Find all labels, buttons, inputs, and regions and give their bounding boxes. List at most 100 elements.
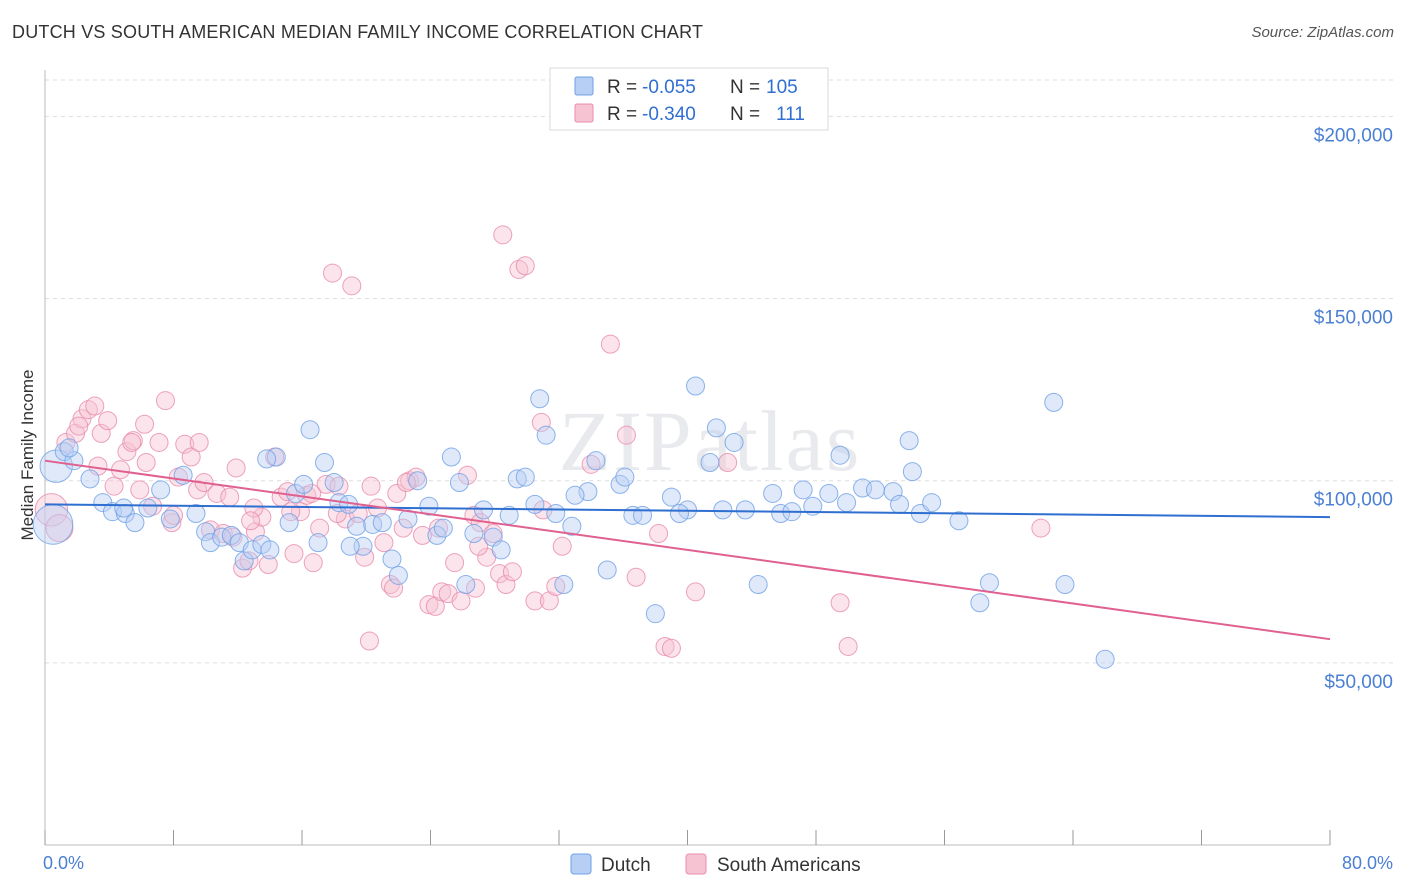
dutch-point-37 (382, 549, 402, 569)
dutch-point-35 (363, 514, 383, 534)
chart-source: Source: ZipAtlas.com (1251, 24, 1394, 41)
south-american-point-54 (393, 518, 413, 538)
dutch-point-95 (979, 573, 999, 593)
dutch-point-53 (515, 467, 535, 487)
dutch-point-1 (39, 449, 73, 483)
south-american-point-83 (626, 567, 646, 587)
dutch-point-98 (1095, 649, 1115, 669)
south-american-point-7 (91, 423, 111, 443)
legend-swatch-south (574, 103, 594, 123)
dutch-point-76 (748, 575, 768, 595)
dutch-point-89 (899, 431, 919, 451)
south-american-point-43 (323, 263, 343, 283)
dutch-point-62 (597, 560, 617, 580)
dutch-point-92 (922, 493, 942, 513)
chart-title: DUTCH VS SOUTH AMERICAN MEDIAN FAMILY IN… (12, 22, 704, 42)
legend-r-value-2: -0.340 (642, 104, 696, 125)
south-american-point-27 (220, 487, 240, 507)
dutch-point-80 (793, 480, 813, 500)
dutch-point-81 (803, 496, 823, 516)
correlation-legend: R = -0.055 N = 105 R = -0.340 N = 111 (549, 67, 829, 131)
dutch-point-0 (32, 504, 74, 545)
dutch-point-94 (970, 593, 990, 613)
south-american-point-17 (155, 391, 175, 411)
south-american-point-96 (465, 578, 485, 598)
south-american-point-109 (241, 511, 261, 531)
dutch-point-101 (257, 449, 277, 469)
dutch-point-41 (419, 496, 439, 516)
south-american-point-75 (525, 591, 545, 611)
dutch-point-57 (546, 504, 566, 523)
south-american-point-0 (34, 493, 69, 527)
south-american-point-8 (98, 411, 118, 431)
dutch-point-33 (347, 516, 367, 536)
south-american-point-6 (85, 396, 105, 416)
legend-n-value-2: 111 (776, 104, 805, 125)
south-american-point-63 (451, 591, 471, 611)
dutch-point-22 (260, 540, 280, 560)
dutch-point-103 (565, 485, 585, 505)
south-american-point-97 (531, 412, 551, 432)
legend-n-value-1: 105 (766, 77, 798, 98)
dutch-point-17 (221, 525, 241, 545)
south-american-point-64 (457, 465, 477, 485)
y-tick-label-3: $50,000 (1324, 672, 1393, 693)
dutch-point-38 (388, 565, 408, 585)
south-american-point-49 (361, 476, 381, 496)
dutch-point-36 (372, 513, 392, 533)
dutch-point-100 (114, 498, 134, 518)
south-american-point-60 (432, 582, 452, 602)
dutch-point-9 (138, 498, 158, 518)
south-american-point-46 (342, 276, 362, 296)
dutch-point-39 (398, 509, 418, 529)
south-american-point-101 (135, 414, 155, 434)
south-american-point-30 (239, 551, 259, 571)
axes (44, 70, 1331, 846)
dutch-point-74 (724, 432, 744, 452)
south-american-point-36 (278, 482, 298, 502)
dutch-point-30 (324, 473, 344, 493)
south-american-point-107 (469, 536, 489, 556)
south-american-point-100 (244, 498, 264, 518)
south-american-point-92 (359, 631, 379, 651)
south-american-point-78 (546, 576, 566, 596)
dutch-point-66 (633, 505, 653, 525)
dutch-point-67 (645, 604, 665, 624)
south-american-point-55 (400, 471, 420, 491)
dutch-point-84 (837, 493, 857, 513)
dutch-point-8 (125, 513, 145, 533)
south-american-point-70 (496, 575, 516, 595)
south-american-point-57 (412, 525, 432, 545)
legend-n-label-1: N = (730, 77, 760, 98)
y-tick-label-1: $150,000 (1314, 308, 1393, 329)
south-american-point-53 (387, 483, 407, 503)
dutch-point-52 (507, 469, 527, 489)
series-legend: Dutch South Americans (570, 853, 861, 876)
south-american-point-88 (718, 453, 738, 472)
dutch-point-44 (441, 447, 461, 467)
dutch-point-90 (902, 462, 922, 482)
dutch-point-77 (763, 483, 783, 503)
dutch-point-56 (536, 425, 556, 445)
south-american-point-82 (616, 425, 636, 445)
dutch-point-86 (865, 480, 885, 500)
dutch-point-99 (59, 438, 79, 458)
south-american-point-37 (284, 544, 304, 564)
dutch-point-28 (308, 533, 328, 553)
south-american-point-20 (175, 434, 195, 454)
legend-n-label-2: N = (730, 104, 760, 125)
south-american-point-89 (830, 593, 850, 613)
south-american-point-71 (502, 562, 522, 582)
legend-r-label-2: R = (607, 104, 637, 125)
south-american-point-41 (310, 518, 330, 538)
dutch-point-61 (586, 451, 606, 471)
dutch-trend-line (44, 503, 1331, 519)
south-american-point-90 (838, 636, 858, 656)
series-dutch (32, 376, 1115, 669)
south-american-point-102 (69, 416, 89, 436)
dutch-point-10 (151, 480, 171, 500)
dutch-point-71 (700, 453, 720, 472)
dutch-point-26 (294, 474, 314, 494)
dutch-point-50 (491, 540, 511, 560)
dutch-point-19 (234, 551, 254, 571)
